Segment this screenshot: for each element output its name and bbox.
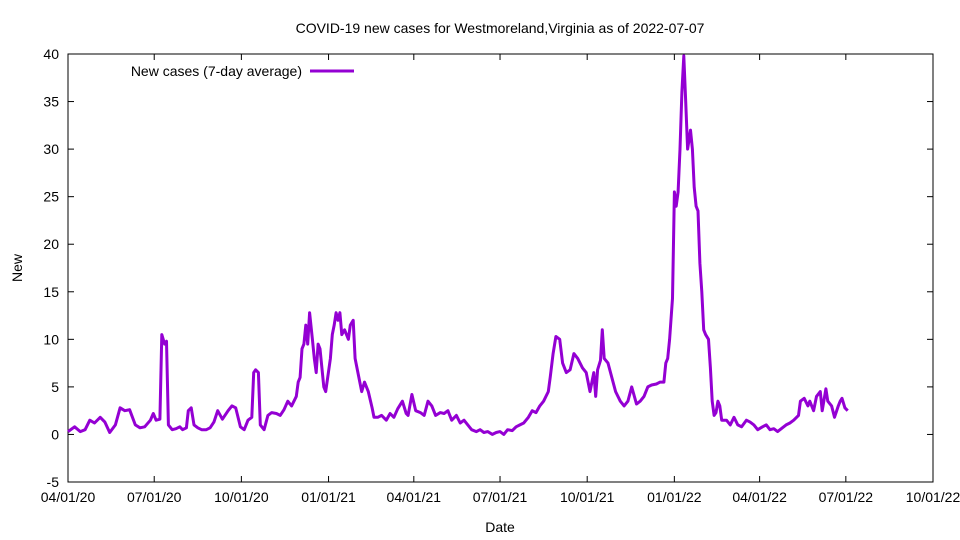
x-tick-label: 04/01/20 xyxy=(41,489,96,505)
y-tick-label: 30 xyxy=(43,141,59,157)
legend-label: New cases (7-day average) xyxy=(131,63,302,79)
y-tick-label: 40 xyxy=(43,46,59,62)
chart-title: COVID-19 new cases for Westmoreland,Virg… xyxy=(296,20,705,36)
y-tick-label: 15 xyxy=(43,284,59,300)
y-tick-label: 5 xyxy=(51,379,59,395)
series-line-new-cases xyxy=(67,54,849,436)
x-tick-label: 01/01/21 xyxy=(301,489,356,505)
plot-frame xyxy=(67,53,934,483)
y-tick-label: 20 xyxy=(43,236,59,252)
y-tick-label: 35 xyxy=(43,94,59,110)
y-tick-label: 10 xyxy=(43,331,59,347)
x-axis-label: Date xyxy=(485,519,515,535)
x-tick-label: 04/01/21 xyxy=(387,489,442,505)
x-tick-label: 04/01/22 xyxy=(732,489,787,505)
x-tick-label: 10/01/20 xyxy=(214,489,269,505)
x-tick-label: 01/01/22 xyxy=(647,489,702,505)
y-tick-label: 25 xyxy=(43,189,59,205)
x-tick-label: 10/01/21 xyxy=(560,489,615,505)
y-axis-label: New xyxy=(9,253,25,282)
legend: New cases (7-day average) xyxy=(131,63,354,79)
y-tick-label: 0 xyxy=(51,426,59,442)
x-tick-label: 10/01/22 xyxy=(906,489,960,505)
y-tick-label: -5 xyxy=(47,474,60,490)
x-tick-label: 07/01/21 xyxy=(473,489,528,505)
x-tick-label: 07/01/22 xyxy=(819,489,874,505)
x-tick-label: 07/01/20 xyxy=(127,489,182,505)
